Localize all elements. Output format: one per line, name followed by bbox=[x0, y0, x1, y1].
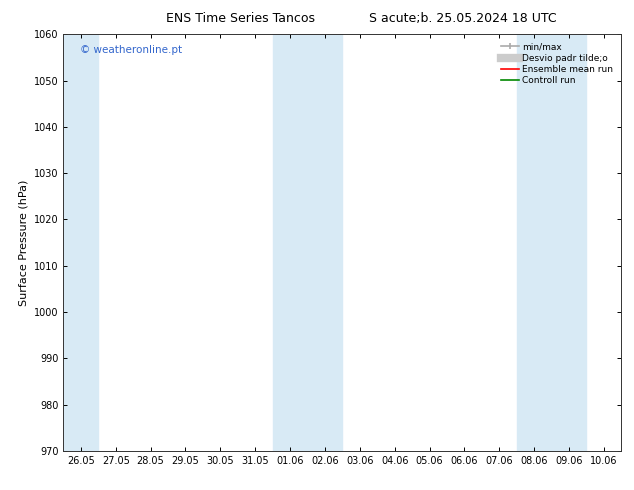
Bar bbox=[517, 34, 586, 451]
Bar bbox=[63, 34, 98, 451]
Text: ENS Time Series Tancos: ENS Time Series Tancos bbox=[166, 12, 316, 25]
Text: © weatheronline.pt: © weatheronline.pt bbox=[80, 45, 182, 55]
Text: S acute;b. 25.05.2024 18 UTC: S acute;b. 25.05.2024 18 UTC bbox=[369, 12, 557, 25]
Legend: min/max, Desvio padr tilde;o, Ensemble mean run, Controll run: min/max, Desvio padr tilde;o, Ensemble m… bbox=[497, 39, 617, 89]
Bar bbox=[273, 34, 342, 451]
Y-axis label: Surface Pressure (hPa): Surface Pressure (hPa) bbox=[18, 179, 29, 306]
